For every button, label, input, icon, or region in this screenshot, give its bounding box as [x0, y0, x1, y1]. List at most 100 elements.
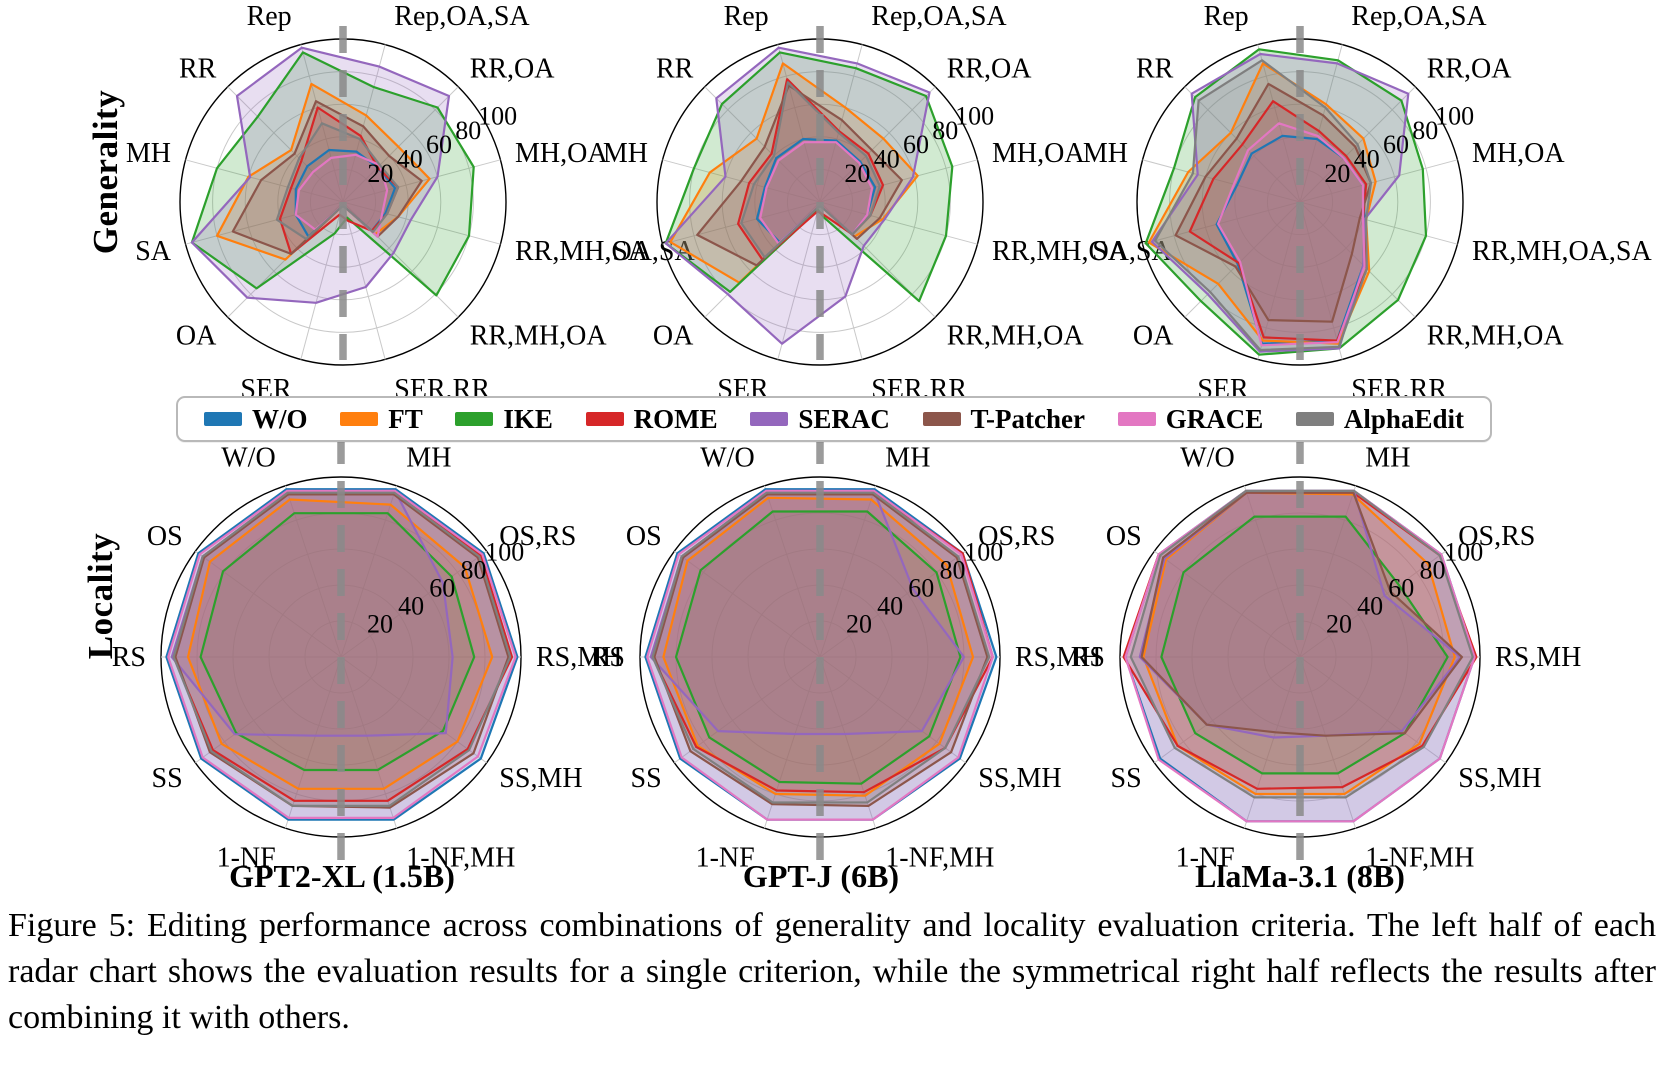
radial-tick-40: 40: [1357, 592, 1383, 621]
series-line-serac: [664, 46, 931, 345]
grid-spoke-ss-mh: [340, 656, 487, 764]
axis-label-os: OS: [147, 521, 183, 552]
axis-label-os-rs: OS,RS: [1458, 521, 1535, 552]
radial-tick-40: 40: [877, 592, 903, 621]
grid-spoke-rep-oa-sa: [342, 44, 386, 203]
radial-tick-40: 40: [398, 592, 424, 621]
grid-spoke-ss: [195, 656, 342, 764]
series-fill-t-patcher: [654, 494, 988, 806]
series-line-grace: [646, 489, 994, 821]
series-fill-serac: [171, 490, 453, 736]
axis-label-rep-oa-sa: Rep,OA,SA: [871, 1, 1007, 32]
grid-spoke-1-nf-mh: [1299, 656, 1357, 829]
series-fill-w-o: [295, 150, 395, 237]
grid-spoke-oa: [1184, 201, 1301, 318]
legend-swatch-icon: [1117, 412, 1156, 426]
series-line-alphaedit: [1129, 489, 1474, 799]
series-line-ft: [186, 498, 494, 790]
legend-item-ft: FT: [340, 403, 423, 434]
radial-tick-60: 60: [1383, 130, 1409, 159]
radial-tick-80: 80: [940, 556, 966, 585]
radial-tick-80: 80: [1420, 556, 1446, 585]
series-fill-grace: [760, 142, 872, 244]
series-line-serac: [1150, 52, 1410, 353]
radial-tick-20: 20: [846, 610, 872, 639]
grid-spoke-rr-mh-oa-sa: [1299, 201, 1458, 245]
radial-tick-20: 20: [367, 610, 393, 639]
series-line-ike: [1160, 515, 1449, 775]
series-line-serac: [170, 489, 454, 737]
series-fill-alphaedit: [741, 82, 880, 258]
grid-spoke-rr-oa: [342, 86, 459, 203]
figure-caption: Figure 5: Editing performance across com…: [8, 907, 1656, 1036]
series-fill-ike: [1145, 49, 1426, 355]
series-line-rome: [278, 106, 400, 255]
series-fill-rome: [173, 492, 512, 801]
axis-label-ss-mh: SS,MH: [499, 763, 582, 794]
series-line-ft: [1142, 491, 1456, 796]
legend-swatch-icon: [585, 412, 624, 426]
radial-tick-20: 20: [844, 159, 870, 188]
axis-label-mh: MH: [885, 442, 930, 473]
column-title-gptj: GPT-J (6B): [742, 858, 900, 894]
grid-spoke-os-rs: [340, 550, 487, 658]
radar-chart-locality-llama31: W/O MH OS,RS RS,MH SS,MH 1-NF,MH 1-NF SS RS OS 204…: [1071, 437, 1581, 874]
grid-spoke-os: [195, 550, 342, 658]
legend-label: FT: [388, 403, 423, 434]
series-fill-ft: [217, 83, 430, 260]
series-fill-ft: [663, 497, 973, 796]
series-fill-w-o: [645, 489, 997, 820]
series-line-ike: [190, 51, 475, 297]
axis-label-sa: SA: [1092, 236, 1129, 267]
grid-spoke-rr-mh-oa: [1299, 201, 1416, 318]
radial-tick-100: 100: [1444, 538, 1483, 567]
axis-label-w-o: W/O: [1180, 442, 1234, 473]
row-label-locality: Locality: [81, 532, 120, 660]
grid-spoke-1-nf: [763, 656, 821, 829]
series-line-w-o: [165, 488, 519, 821]
axis-label-rr: RR: [179, 53, 217, 84]
grid-spoke-rep-oa-sa: [1299, 44, 1343, 203]
series-fill-w-o: [1125, 490, 1475, 822]
grid-spoke-rr-mh-oa-sa: [819, 201, 978, 245]
axis-label-rep-oa-sa: Rep,OA,SA: [394, 1, 530, 32]
axis-label-rep: Rep: [1204, 1, 1249, 32]
series-fill-serac: [650, 490, 964, 734]
axis-label-oa: OA: [1133, 321, 1174, 352]
axis-label-1-nf-mh: 1-NF,MH: [1365, 843, 1474, 874]
axis-label-sa: SA: [135, 236, 172, 267]
axis-label-1-nf-mh: 1-NF,MH: [885, 843, 994, 874]
series-line-t-patcher: [174, 493, 510, 809]
radial-tick-100: 100: [1435, 102, 1474, 131]
grid-spoke-mh: [185, 159, 344, 203]
series-fill-ft: [670, 63, 918, 283]
grid-spoke-w-o: [763, 485, 821, 658]
series-fill-ft: [1148, 63, 1376, 344]
series-fill-rome: [652, 492, 993, 793]
series-line-serac: [190, 46, 451, 304]
series-fill-alphaedit: [173, 492, 511, 806]
series-fill-t-patcher: [175, 494, 509, 808]
grid-spoke-rr: [704, 86, 821, 203]
series-line-t-patcher: [1174, 82, 1373, 323]
axis-label-rs: RS: [112, 642, 146, 673]
series-line-grace: [1216, 122, 1366, 347]
axis-label-ss: SS: [152, 763, 183, 794]
axis-label-ss: SS: [1111, 763, 1142, 794]
series-fill-ike: [200, 513, 475, 770]
column-title-llama31: LlaMa-3.1 (8B): [1195, 858, 1405, 894]
legend-item-t-patcher: T-Patcher: [922, 405, 1085, 433]
grid-spoke-w-o: [1243, 485, 1301, 658]
radial-tick-40: 40: [397, 145, 423, 174]
series-line-alphaedit: [651, 491, 991, 804]
axis-label-1-nf-mh: 1-NF,MH: [406, 843, 515, 874]
legend-item-grace: GRACE: [1117, 405, 1263, 433]
axis-label-ss-mh: SS,MH: [978, 763, 1061, 794]
grid-spoke-mh: [819, 485, 877, 658]
radial-tick-40: 40: [1354, 145, 1380, 174]
radial-tick-100: 100: [964, 538, 1003, 567]
grid-spoke-1-nf-mh: [819, 656, 877, 829]
legend-label: ROME: [633, 403, 718, 434]
grid-spoke-ser-rr: [819, 201, 863, 360]
